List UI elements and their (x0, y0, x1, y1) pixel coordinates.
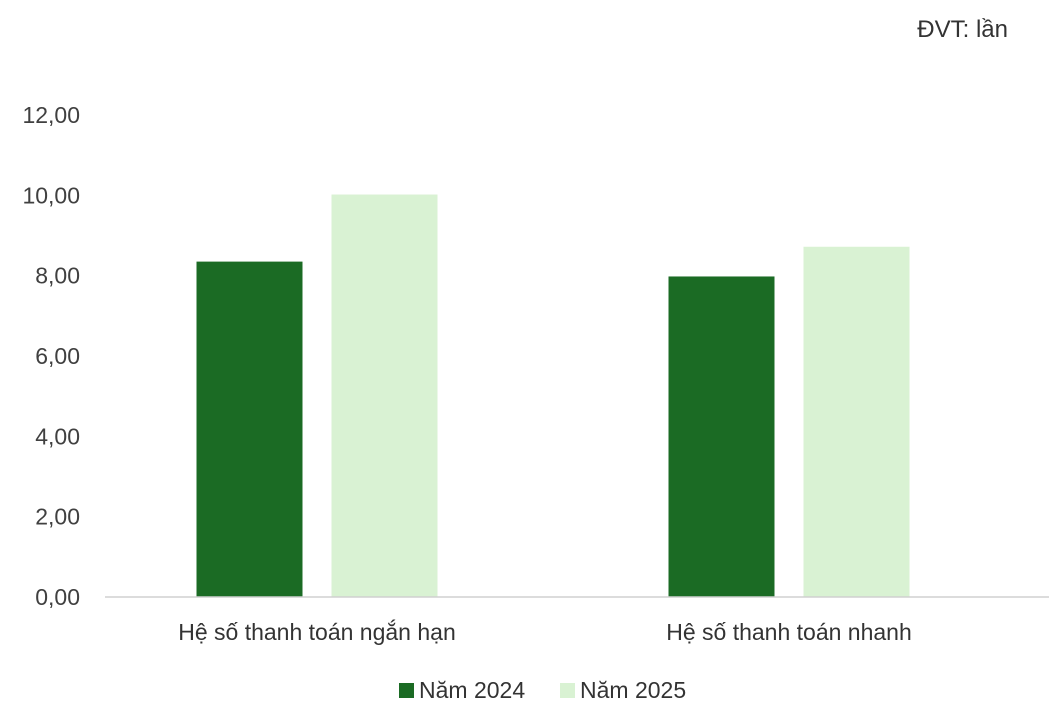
y-tick-label: 0,00 (35, 584, 80, 610)
y-tick-label: 6,00 (35, 343, 80, 369)
y-tick-label: 4,00 (35, 423, 80, 449)
y-axis-ticks: 0,00 2,00 4,00 6,00 8,00 10,00 12,00 (22, 102, 80, 610)
y-tick-label: 2,00 (35, 504, 80, 530)
unit-label: ĐVT: lần (917, 16, 1008, 43)
bars (196, 194, 910, 597)
x-category-label: Hệ số thanh toán nhanh (666, 619, 912, 645)
legend: Năm 2024 Năm 2025 (399, 677, 686, 701)
legend-swatch (399, 683, 414, 698)
y-tick-label: 8,00 (35, 263, 80, 289)
x-axis-labels: Hệ số thanh toán ngắn hạn Hệ số thanh toá… (178, 619, 912, 645)
y-tick-label: 12,00 (22, 102, 80, 128)
legend-label: Năm 2024 (419, 677, 525, 701)
bar-nam-2024 (668, 276, 775, 597)
y-tick-label: 10,00 (22, 182, 80, 208)
legend-swatch (560, 683, 575, 698)
bar-nam-2025 (803, 246, 910, 597)
bar-nam-2025 (331, 194, 438, 597)
bar-nam-2024 (196, 261, 303, 597)
legend-label: Năm 2025 (580, 677, 686, 701)
x-category-label: Hệ số thanh toán ngắn hạn (178, 619, 456, 645)
